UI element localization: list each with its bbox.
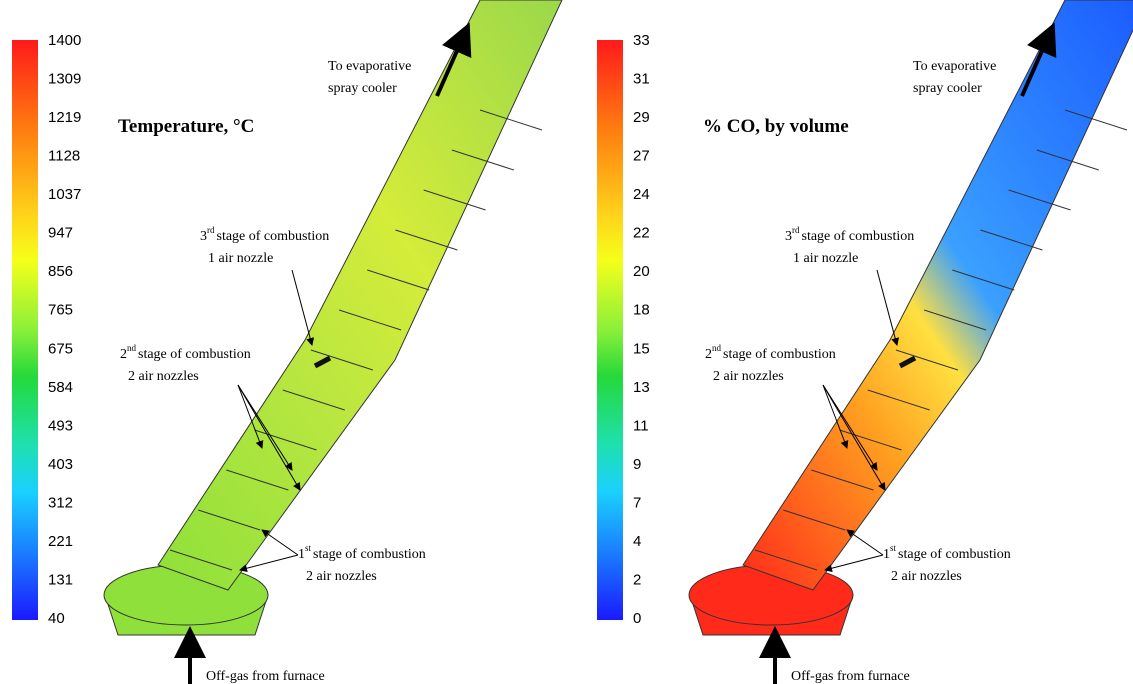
colorbar-tick-label: 1309 bbox=[48, 71, 81, 88]
colorbar-tick-label: 20 bbox=[633, 263, 650, 280]
stage-detail: 2 air nozzles bbox=[306, 569, 377, 584]
colorbar-tick-label: 29 bbox=[633, 109, 650, 126]
panel: 1400 1309 1219 1128 1037 947 856 765 675 584 493 40… bbox=[12, 0, 562, 684]
colorbar-tick-label: 947 bbox=[48, 225, 73, 242]
colorbar-tick-label: 15 bbox=[633, 340, 650, 357]
stage-suffix: rd bbox=[207, 225, 215, 235]
colorbar-tick-label: 1219 bbox=[48, 109, 81, 126]
colorbar-tick-label: 33 bbox=[633, 32, 650, 49]
colorbar-tick-label: 765 bbox=[48, 302, 73, 319]
stage-suffix: nd bbox=[127, 343, 137, 353]
stage-ordinal: 3 bbox=[200, 229, 207, 244]
outlet-note: To evaporative bbox=[328, 59, 411, 74]
figure: 1400130912191128103794785676567558449340… bbox=[0, 0, 1133, 684]
stage-text: stage of combustion bbox=[898, 547, 1011, 562]
stage-text: stage of combustion bbox=[723, 347, 836, 362]
colorbar-tick-label: 9 bbox=[633, 456, 641, 473]
outlet-note: spray cooler bbox=[913, 81, 982, 96]
colorbar-tick-label: 1037 bbox=[48, 186, 81, 203]
stage-ordinal: 1 bbox=[883, 547, 890, 562]
colorbar-tick-label: 13 bbox=[633, 379, 650, 396]
stage-detail: 2 air nozzles bbox=[128, 369, 199, 384]
leader bbox=[262, 530, 298, 555]
leader bbox=[847, 530, 883, 555]
stage-ordinal: 1 bbox=[298, 547, 305, 562]
stage-ordinal: 2 bbox=[120, 347, 127, 362]
stage-detail: 2 air nozzles bbox=[713, 369, 784, 384]
colorbar-tick-label: 1128 bbox=[48, 148, 80, 165]
colorbar-tick-label: 221 bbox=[48, 533, 73, 550]
colorbar-tick-label: 2 bbox=[633, 571, 641, 588]
colorbar-tick-label: 493 bbox=[48, 417, 73, 434]
colorbar-tick-label: 312 bbox=[48, 494, 73, 511]
colorbar-tick-label: 856 bbox=[48, 263, 73, 280]
stage-detail: 2 air nozzles bbox=[891, 569, 962, 584]
stage-label: 3rdstage of combustion bbox=[200, 225, 329, 244]
colorbar-tick-label: 0 bbox=[633, 610, 641, 627]
colorbar-tick-label: 27 bbox=[633, 148, 650, 165]
stage-suffix: st bbox=[305, 543, 312, 553]
outlet-note: To evaporative bbox=[913, 59, 996, 74]
colorbar-tick-label: 403 bbox=[48, 456, 73, 473]
panel-title: Temperature, °C bbox=[118, 116, 254, 137]
page: {"panels": [ {"colorbar_ticks": ["1400",… bbox=[0, 0, 1133, 684]
stage-text: stage of combustion bbox=[802, 229, 915, 244]
panel-title: % CO, by volume bbox=[703, 116, 849, 137]
colorbar-tick-label: 584 bbox=[48, 379, 73, 396]
stage-detail: 1 air nozzle bbox=[793, 251, 858, 266]
stage-suffix: st bbox=[890, 543, 897, 553]
colorbar-tick-label: 131 bbox=[48, 571, 73, 588]
stage-text: stage of combustion bbox=[138, 347, 251, 362]
colorbar-tick-label: 40 bbox=[48, 610, 65, 627]
colorbar-tick-label: 22 bbox=[633, 225, 650, 242]
colorbar bbox=[12, 40, 38, 620]
colorbar-tick-label: 24 bbox=[633, 186, 650, 203]
leader bbox=[292, 270, 312, 345]
stage-label: 2ndstage of combustion bbox=[120, 343, 251, 362]
inlet-note: Off-gas from furnace bbox=[791, 669, 910, 684]
stage-text: stage of combustion bbox=[217, 229, 330, 244]
colorbar-tick-label: 675 bbox=[48, 340, 73, 357]
stage-suffix: rd bbox=[792, 225, 800, 235]
stage-ordinal: 3 bbox=[785, 229, 792, 244]
colorbar-tick-label: 11 bbox=[633, 417, 649, 434]
stage-suffix: nd bbox=[712, 343, 722, 353]
leader bbox=[877, 270, 897, 345]
colorbar-tick-label: 31 bbox=[633, 71, 650, 88]
colorbar bbox=[597, 40, 623, 620]
stage-text: stage of combustion bbox=[313, 547, 426, 562]
outlet-note: spray cooler bbox=[328, 81, 397, 96]
inlet-note: Off-gas from furnace bbox=[206, 669, 325, 684]
stage-ordinal: 2 bbox=[705, 347, 712, 362]
colorbar-tick-label: 1400 bbox=[48, 32, 81, 49]
colorbar-tick-label: 4 bbox=[633, 533, 641, 550]
stage-detail: 1 air nozzle bbox=[208, 251, 273, 266]
colorbar-tick-label: 7 bbox=[633, 494, 641, 511]
colorbar-tick-label: 18 bbox=[633, 302, 650, 319]
